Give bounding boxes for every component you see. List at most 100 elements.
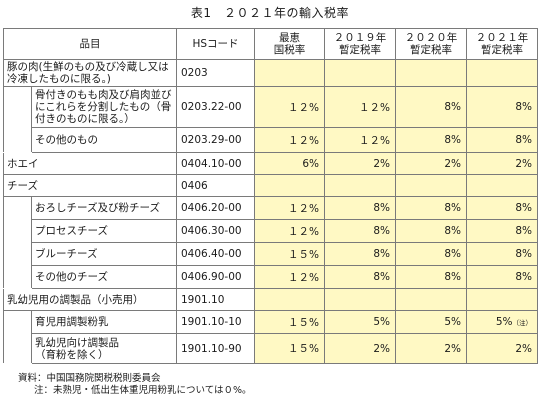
row-2019-rate: １２% bbox=[324, 86, 396, 128]
row-hs-code: 0404.10-00 bbox=[176, 152, 255, 175]
table-row: その他のもの 0203.29-00 １２% １２% 8% 8% bbox=[4, 127, 538, 153]
row-item: チーズ bbox=[3, 174, 177, 197]
row-item: プロセスチーズ bbox=[31, 219, 177, 243]
row-hs-code: 0406.20-00 bbox=[176, 196, 255, 220]
row-hs-code: 0203.29-00 bbox=[176, 127, 255, 153]
row-2020-rate: 2% bbox=[395, 333, 467, 364]
row-item: その他のもの bbox=[31, 127, 177, 153]
table-row: おろしチーズ及び粉チーズ 0406.20-00 １２% 8% 8% 8% bbox=[3, 196, 538, 289]
row-2019-rate: １２% bbox=[324, 127, 396, 153]
row-item: 育児用調製粉乳 bbox=[31, 310, 177, 334]
table-row: 乳幼児向け調製品 （育粉を除く） 1901.10-90 １５% 2% 2% 2% bbox=[4, 333, 538, 364]
table-row: 育児用調製粉乳 1901.10-10 １５% 5% 5% 5%（注） bbox=[3, 310, 538, 364]
row-2021-rate: 8% bbox=[466, 242, 538, 266]
empty-cell bbox=[395, 288, 467, 311]
row-2021-rate: 8% bbox=[466, 127, 538, 153]
empty-cell bbox=[254, 288, 325, 311]
row-2020-rate: 8% bbox=[395, 196, 467, 220]
row-2021-rate: 8% bbox=[466, 86, 538, 128]
row-2019-rate: 2% bbox=[324, 333, 396, 364]
table-row: ホエイ 0404.10-00 6% 2% 2% 2% bbox=[3, 152, 538, 175]
row-2019-rate: 5% bbox=[324, 310, 396, 334]
empty-cell bbox=[324, 59, 396, 87]
row-item: おろしチーズ及び粉チーズ bbox=[31, 196, 177, 220]
header-item: 品目 bbox=[3, 28, 177, 60]
tariff-table: 品目 HSコード 最恵 国税率 ２０１９年 暫定税率 ２０２０年 暫定税率 ２０… bbox=[3, 28, 538, 364]
empty-cell bbox=[324, 174, 396, 197]
row-hs-code: 1901.10 bbox=[176, 288, 255, 311]
row-2020-rate: 8% bbox=[395, 219, 467, 243]
row-2021-rate: 2% bbox=[466, 333, 538, 364]
table-row: ブルーチーズ 0406.40-00 １５% 8% 8% 8% bbox=[4, 242, 538, 266]
row-hs-code: 0406 bbox=[176, 174, 255, 197]
header-2020-rate: ２０２０年 暫定税率 bbox=[395, 28, 467, 60]
empty-cell bbox=[324, 288, 396, 311]
indent-cell bbox=[3, 310, 32, 364]
row-item: ホエイ bbox=[3, 152, 177, 175]
row-2019-rate: 8% bbox=[324, 265, 396, 289]
empty-cell bbox=[254, 59, 325, 87]
row-hs-code: 0203 bbox=[176, 59, 255, 87]
row-hs-code: 0406.30-00 bbox=[176, 219, 255, 243]
table-row: 乳幼児用の調製品（小売用） 1901.10 bbox=[3, 288, 538, 311]
indent-cell bbox=[3, 196, 32, 289]
row-mfn-rate: １５% bbox=[254, 333, 325, 364]
row-item: その他のチーズ bbox=[31, 265, 177, 289]
row-item: ブルーチーズ bbox=[31, 242, 177, 266]
row-mfn-rate: １２% bbox=[254, 196, 325, 220]
row-2021-rate: 8% bbox=[466, 196, 538, 220]
row-2020-rate: 8% bbox=[395, 265, 467, 289]
empty-cell bbox=[466, 174, 538, 197]
row-2019-rate: 8% bbox=[324, 196, 396, 220]
table-row: 豚の肉(生鮮のもの及び冷蔵し又は冷凍したものに限る。) 0203 bbox=[3, 59, 538, 87]
row-2021-rate: 8% bbox=[466, 219, 538, 243]
row-mfn-rate: １２% bbox=[254, 265, 325, 289]
row-2021-rate: 5%（注） bbox=[466, 310, 538, 334]
row-hs-code: 0406.40-00 bbox=[176, 242, 255, 266]
row-item: 豚の肉(生鮮のもの及び冷蔵し又は冷凍したものに限る。) bbox=[3, 59, 177, 87]
row-hs-code: 0203.22-00 bbox=[176, 86, 255, 128]
row-2019-rate: 8% bbox=[324, 242, 396, 266]
row-2019-rate: 8% bbox=[324, 219, 396, 243]
row-mfn-rate: １５% bbox=[254, 242, 325, 266]
row-hs-code: 0406.90-00 bbox=[176, 265, 255, 289]
empty-cell bbox=[254, 174, 325, 197]
row-item: 乳幼児向け調製品 （育粉を除く） bbox=[31, 333, 177, 364]
row-2019-rate: 2% bbox=[324, 152, 396, 175]
header-2021-rate: ２０２１年 暫定税率 bbox=[466, 28, 538, 60]
empty-cell bbox=[466, 288, 538, 311]
footer-source: 資料：中国国務院関税税則委員会 bbox=[18, 373, 161, 384]
row-item: 骨付きのもも肉及び肩肉並びにこれらを分割したもの（骨付きのものに限る。） bbox=[31, 86, 177, 128]
row-2020-rate: 8% bbox=[395, 127, 467, 153]
row-mfn-rate: １２% bbox=[254, 86, 325, 128]
table-row: 骨付きのもも肉及び肩肉並びにこれらを分割したもの（骨付きのものに限る。） 020… bbox=[3, 86, 538, 153]
row-item: 乳幼児用の調製品（小売用） bbox=[3, 288, 177, 311]
empty-cell bbox=[395, 59, 467, 87]
row-2020-rate: 8% bbox=[395, 86, 467, 128]
table-row: チーズ 0406 bbox=[3, 174, 538, 197]
footer-note: 注：未熟児・低出生体重児用粉乳については０%。 bbox=[34, 385, 252, 396]
header-row: 品目 HSコード 最恵 国税率 ２０１９年 暫定税率 ２０２０年 暫定税率 ２０… bbox=[3, 28, 538, 60]
empty-cell bbox=[466, 59, 538, 87]
header-mfn-rate: 最恵 国税率 bbox=[254, 28, 325, 60]
note-mark: （注） bbox=[512, 319, 533, 327]
header-hs-code: HSコード bbox=[176, 28, 255, 60]
row-hs-code: 1901.10-90 bbox=[176, 333, 255, 364]
table-title: 表1 ２０２１年の輸入税率 bbox=[190, 6, 350, 20]
table-row: その他のチーズ 0406.90-00 １２% 8% 8% 8% bbox=[4, 265, 538, 289]
row-2020-rate: 8% bbox=[395, 242, 467, 266]
row-2021-rate: 2% bbox=[466, 152, 538, 175]
row-mfn-rate: １５% bbox=[254, 310, 325, 334]
row-2021-rate: 8% bbox=[466, 265, 538, 289]
row-2020-rate: 5% bbox=[395, 310, 467, 334]
rate-value: 5% bbox=[495, 316, 513, 328]
row-mfn-rate: １２% bbox=[254, 127, 325, 153]
row-mfn-rate: 6% bbox=[254, 152, 325, 175]
row-mfn-rate: １２% bbox=[254, 219, 325, 243]
row-2020-rate: 2% bbox=[395, 152, 467, 175]
header-2019-rate: ２０１９年 暫定税率 bbox=[324, 28, 396, 60]
indent-cell bbox=[3, 86, 32, 153]
empty-cell bbox=[395, 174, 467, 197]
row-hs-code: 1901.10-10 bbox=[176, 310, 255, 334]
table-row: プロセスチーズ 0406.30-00 １２% 8% 8% 8% bbox=[4, 219, 538, 243]
